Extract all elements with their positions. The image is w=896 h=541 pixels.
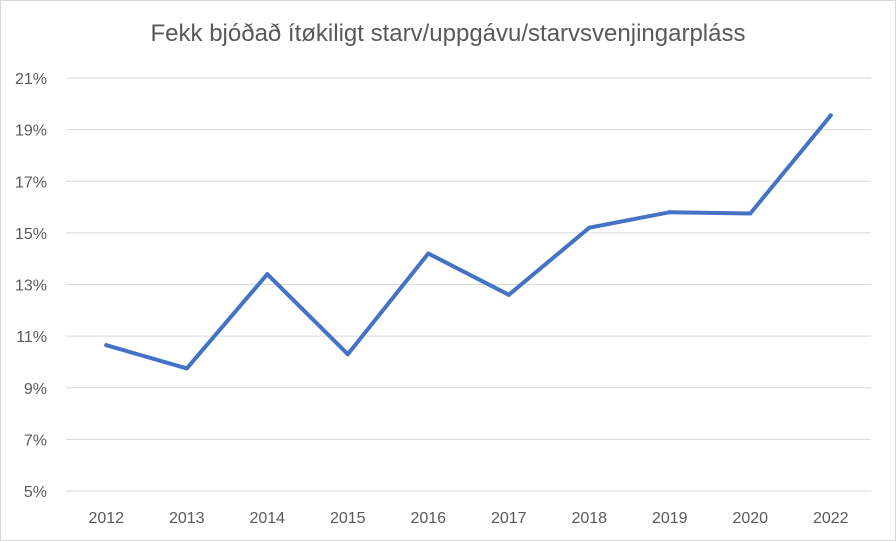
data-point: [104, 343, 109, 348]
data-point: [345, 352, 350, 357]
y-axis-ticks: 5% 7% 9% 11% 13% 15% 17% 19% 21%: [15, 71, 47, 501]
x-tick-label: 2019: [652, 510, 688, 527]
data-point: [426, 251, 431, 256]
y-tick-label: 7%: [24, 432, 47, 449]
y-tick-label: 19%: [15, 123, 47, 140]
x-tick-label: 2014: [249, 510, 285, 527]
series-group: [104, 113, 833, 371]
y-tick-label: 17%: [15, 174, 47, 191]
x-tick-label: 2020: [732, 510, 768, 527]
x-tick-label: 2015: [330, 510, 366, 527]
x-axis-ticks: 2012 2013 2014 2015 2016 2017 2018 2019 2020 2022: [88, 510, 848, 527]
data-point: [587, 225, 592, 230]
x-tick-label: 2016: [410, 510, 446, 527]
chart-title: Fekk bjóðað ítøkiligt starv/uppgávu/star…: [150, 20, 746, 47]
y-tick-label: 15%: [15, 226, 47, 243]
x-tick-label: 2022: [813, 510, 849, 527]
x-tick-label: 2018: [571, 510, 607, 527]
x-tick-label: 2017: [491, 510, 527, 527]
y-tick-label: 9%: [24, 381, 47, 398]
y-tick-label: 5%: [24, 484, 47, 501]
data-point: [667, 210, 672, 215]
data-point: [828, 113, 833, 118]
data-point: [748, 211, 753, 216]
data-point: [184, 366, 189, 371]
data-point: [265, 272, 270, 277]
x-tick-label: 2013: [169, 510, 205, 527]
data-point: [506, 292, 511, 297]
y-tick-label: 11%: [16, 329, 47, 346]
gridlines: [66, 77, 871, 492]
y-tick-label: 13%: [15, 278, 47, 295]
series-line: [104, 113, 833, 371]
y-tick-label: 21%: [15, 71, 47, 88]
x-tick-label: 2012: [88, 510, 124, 527]
